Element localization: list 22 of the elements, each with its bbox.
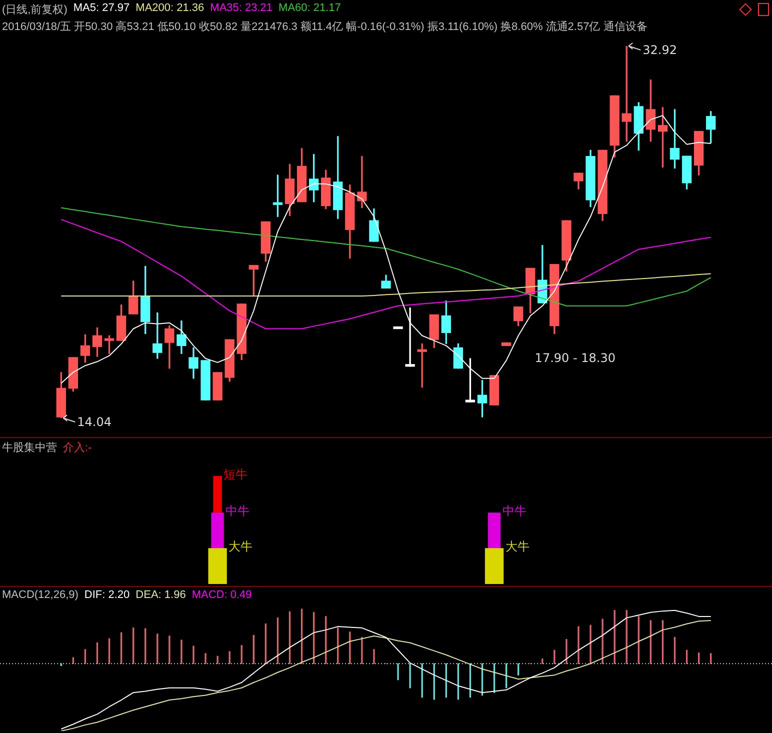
- text: DEA: 1.96: [136, 589, 186, 601]
- series-label: 中牛: [502, 504, 526, 518]
- chart-title: 牛股集中营: [2, 441, 57, 455]
- text: DIF: 2.20: [84, 589, 130, 601]
- text: MA60: 21.17: [278, 2, 341, 16]
- annotation: 32.92: [642, 43, 677, 57]
- text: 大牛: [228, 540, 253, 554]
- chart-subtitle: 2016/03/18/五 开50.30 高53.21 低50.10 收50.82 量221476.3 额11.4亿 幅-0.16(-0.31%) 振3.11(6.10%) 换8.60% 流通2.57亿 通信设备: [2, 20, 648, 34]
- text: 中牛: [226, 504, 250, 518]
- series-label: 短牛: [224, 467, 248, 482]
- annotation: 14.04: [77, 415, 112, 429]
- chart-title: (日线,前复权): [2, 3, 68, 17]
- text: 介入:-: [63, 441, 92, 455]
- candlestick: [357, 156, 367, 208]
- text: MA5: 27.97: [73, 2, 130, 16]
- candlestick: [405, 308, 415, 367]
- chart-title: MACD(12,26,9): [2, 589, 78, 601]
- text: MA200: 21.36: [136, 2, 204, 16]
- series-label: 大牛: [505, 540, 530, 554]
- text: MACD: 0.49: [192, 589, 252, 601]
- text: MA35: 23.21: [210, 2, 273, 16]
- annotation: 17.90 - 18.30: [534, 351, 616, 366]
